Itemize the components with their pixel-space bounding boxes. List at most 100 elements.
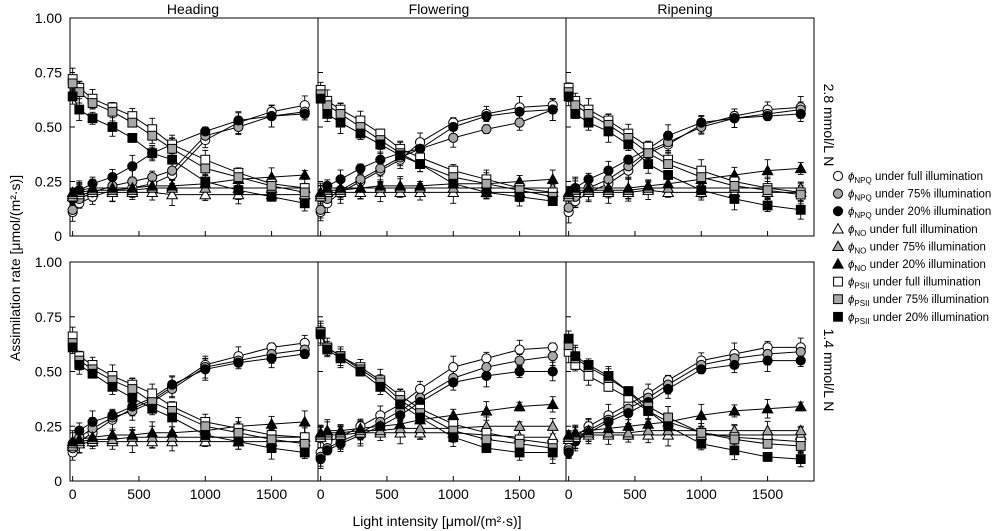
data-point-psii-20 [729,445,740,456]
data-point-npq-20 [335,438,346,449]
data-point-no-20 [513,400,526,412]
data-point-psii-20 [74,104,85,115]
data-point-psii-75 [696,172,707,183]
legend-phi: ϕ [848,312,855,324]
data-point-npq-full [514,344,525,355]
data-point-psii-20 [127,133,138,143]
panel-frame [69,17,319,237]
legend-phi: ϕ [848,224,855,236]
data-point-no-20 [298,415,311,427]
data-point-no-20 [354,181,367,193]
data-point-psii-75 [266,180,277,191]
data-point-no-20 [546,398,559,410]
data-point-npq-20 [107,172,118,183]
data-point-psii-20 [795,454,806,465]
legend-label: ϕNPQ under 75% illumination [848,189,991,203]
data-point-psii-20 [514,447,525,458]
data-point-psii-20 [514,191,525,202]
data-point-npq-20 [200,126,211,137]
data-point-no-20 [794,162,807,174]
data-point-psii-20 [762,452,773,462]
legend-subscript: PSII [854,282,869,291]
legend-phi: ϕ [848,189,855,201]
data-point-no-20 [642,179,655,191]
data-point-psii-20 [299,447,310,458]
legend-label: ϕNO under 20% illumination [848,259,986,273]
y-tick-label: 0.50 [35,364,62,380]
data-point-npq-20 [322,445,333,456]
data-point-no-full [166,188,179,200]
x-tick-label: 0 [565,486,573,502]
data-point-psii-full [603,381,614,392]
data-point-psii-75 [335,109,346,119]
data-point-npq-20 [266,353,277,364]
data-point-psii-75 [729,434,740,445]
data-point-psii-20 [335,117,346,128]
data-point-no-20 [414,179,427,191]
legend-phi: ϕ [848,277,855,289]
data-point-npq-20 [762,111,773,122]
data-point-npq-20 [603,165,614,176]
data-point-psii-75 [200,163,211,174]
data-point-psii-75 [696,427,707,438]
data-point-psii-20 [375,139,386,150]
data-point-psii-20 [67,342,78,353]
data-point-psii-20 [127,392,138,403]
data-point-psii-75 [127,117,138,128]
data-point-psii-20 [395,150,406,161]
y-tick-label: 0.75 [35,65,62,81]
legend-text: under 75% illumination [872,189,992,201]
data-point-psii-20 [583,360,594,370]
data-point-no-20 [106,181,119,193]
data-point-psii-75 [729,180,740,191]
legend-subscript: NO [854,264,866,273]
data-point-psii-75 [795,189,806,200]
data-point-psii-20 [322,109,333,119]
data-point-psii-20 [643,406,654,416]
y-tick-label: 0 [54,228,62,244]
y-tick-label: 0.50 [35,119,62,135]
data-point-psii-75 [233,427,244,438]
data-point-psii-75 [266,434,277,445]
legend-item: ϕNO under 20% illumination [831,257,986,273]
data-point-npq-20 [299,348,310,360]
data-point-npq-20 [107,410,118,421]
data-point-psii-75 [481,178,492,189]
data-point-psii-75 [514,438,525,449]
data-point-psii-20 [315,329,326,340]
data-point-npq-20 [299,108,310,120]
legend-subscript: NO [854,246,866,255]
legend-marker [833,294,843,305]
panel-flowering-low-n: 0 500 1000 1500 [314,261,567,502]
data-point-psii-20 [233,436,244,447]
data-point-psii-20 [663,170,674,180]
legend-item: ϕNO under 75% illumination [831,240,986,255]
data-point-psii-75 [127,384,138,394]
x-tick-label: 500 [623,486,647,502]
data-point-psii-20 [167,154,178,165]
data-point-npq-full [481,353,492,364]
panel-frame [317,17,567,237]
data-point-no-20 [166,179,179,191]
legend-text: under 75% illumination [866,241,986,253]
data-point-no-20 [86,181,99,193]
data-point-npq-75 [448,132,459,143]
data-point-npq-20 [514,366,525,377]
data-point-no-20 [321,181,334,193]
data-point-npq-full [547,342,558,353]
data-point-no-20 [166,426,179,438]
legend-marker [831,257,845,269]
data-point-psii-20 [415,412,426,423]
column-title-flowering: Flowering [409,1,470,17]
data-point-npq-20 [127,401,138,412]
data-point-npq-20 [200,364,211,375]
data-point-psii-75 [762,185,773,196]
data-point-npq-20 [448,377,459,388]
data-point-psii-20 [322,344,333,355]
legend-text: under 20% illumination [866,259,986,271]
legend-item: ϕNO under full illumination [831,222,978,238]
panel-heading-low-n: 0 0.25 0.50 0.75 1.00 0 500 1000 1500 [35,254,319,502]
data-point-psii-75 [67,78,78,89]
data-point-psii-20 [167,412,178,423]
data-point-psii-20 [266,191,277,202]
